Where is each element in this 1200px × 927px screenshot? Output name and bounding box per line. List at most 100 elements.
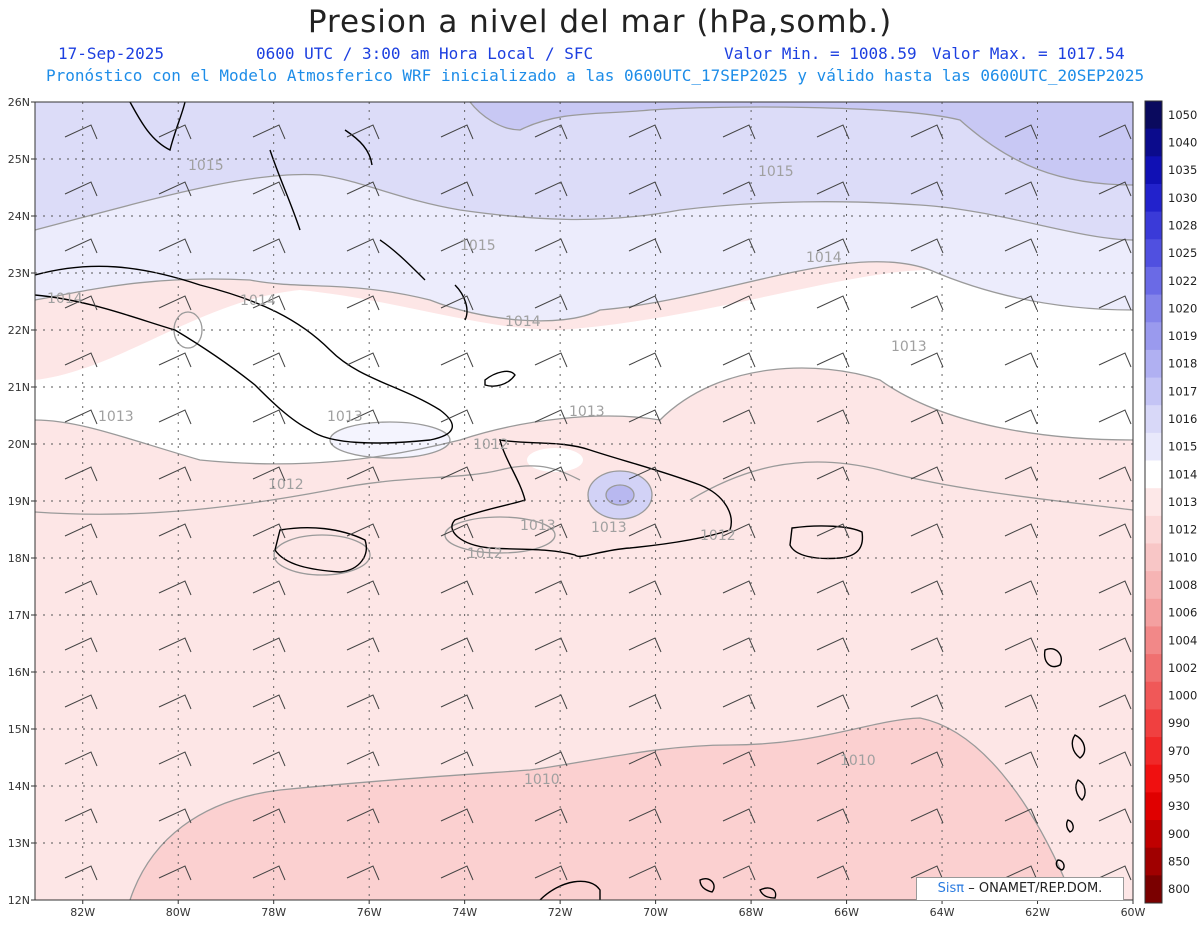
wind-barb <box>252 295 286 311</box>
wind-barb <box>628 409 662 425</box>
wind-barb <box>64 865 98 881</box>
legend-swatch <box>1145 875 1162 904</box>
wind-barb <box>816 295 850 311</box>
lon-label: 76W <box>357 906 382 919</box>
lat-label: 26N <box>8 96 30 109</box>
isobars <box>35 102 1133 900</box>
lat-label: 15N <box>8 723 30 736</box>
legend-label: 800 <box>1168 882 1190 896</box>
aruba-coast <box>699 878 715 893</box>
contour-label: 1014 <box>240 293 276 309</box>
contour-label: 1012 <box>268 477 304 493</box>
legend-swatch <box>1145 156 1162 185</box>
wind-barb <box>252 637 286 653</box>
wind-barb <box>722 865 756 881</box>
lon-label: 74W <box>452 906 477 919</box>
wind-barb <box>628 694 662 710</box>
wind-barb <box>722 751 756 767</box>
wind-barb <box>816 865 850 881</box>
wind-barb <box>1098 694 1132 710</box>
wind-barb <box>910 694 944 710</box>
wind-barb <box>816 352 850 368</box>
wind-barb <box>64 124 98 140</box>
wind-barb <box>346 295 380 311</box>
lat-label: 21N <box>8 381 30 394</box>
wind-barb <box>534 466 568 482</box>
wind-barb <box>1004 808 1038 824</box>
wind-barb <box>346 751 380 767</box>
legend-swatch <box>1145 543 1162 572</box>
wind-barb <box>534 523 568 539</box>
legend-label: 1008 <box>1168 578 1197 592</box>
wind-barb <box>158 865 192 881</box>
wind-barb <box>628 352 662 368</box>
wind-barb <box>346 580 380 596</box>
wind-barb <box>158 352 192 368</box>
wind-barb <box>816 751 850 767</box>
wind-barb <box>1098 637 1132 653</box>
wind-barb <box>440 124 474 140</box>
wind-barb <box>1004 637 1038 653</box>
wind-barb <box>1004 694 1038 710</box>
wind-barb <box>628 751 662 767</box>
pressure-shading <box>35 102 1133 900</box>
wind-barb <box>722 694 756 710</box>
wind-barb <box>64 694 98 710</box>
wind-barb <box>816 466 850 482</box>
wind-barb <box>910 409 944 425</box>
wind-barb <box>628 523 662 539</box>
wind-barb <box>252 865 286 881</box>
wind-barb <box>1098 865 1132 881</box>
wind-barb <box>534 238 568 254</box>
legend-label: 1025 <box>1168 246 1197 260</box>
contour-labels: 1015 1015 1015 1014 1014 1014 1014 1013 … <box>47 158 927 788</box>
legend-swatch <box>1145 322 1162 351</box>
wind-barb <box>1098 238 1132 254</box>
legend-label: 1017 <box>1168 384 1197 398</box>
wind-barb <box>910 865 944 881</box>
legend-swatch <box>1145 211 1162 240</box>
wind-barbs <box>64 124 1132 881</box>
wind-barb <box>158 409 192 425</box>
legend-swatch <box>1145 432 1162 462</box>
wind-barb <box>346 352 380 368</box>
wind-barb <box>1004 865 1038 881</box>
legend-label: 1006 <box>1168 606 1197 620</box>
jamaica-coast <box>274 526 367 573</box>
wind-barb <box>1098 409 1132 425</box>
wind-barb <box>158 580 192 596</box>
legend-label: 1018 <box>1168 357 1197 371</box>
longitude-axis: 82W 80W 78W 76W 74W 72W 70W 68W 66W 64W 62W 60W <box>70 900 1146 919</box>
legend-swatch <box>1145 764 1162 793</box>
map-title: Presion a nivel del mar (hPa,somb.) <box>307 4 893 40</box>
lon-label: 72W <box>548 906 573 919</box>
wind-barb <box>722 181 756 197</box>
wind-barb <box>722 124 756 140</box>
wind-barb <box>816 694 850 710</box>
lon-label: 68W <box>739 906 764 919</box>
wind-barb <box>1098 352 1132 368</box>
wind-barb <box>628 808 662 824</box>
curacao-coast <box>759 887 777 899</box>
wind-barb <box>346 694 380 710</box>
grenada-coast <box>1055 859 1065 871</box>
wind-barb <box>158 466 192 482</box>
legend-swatch <box>1145 820 1162 849</box>
legend-swatch <box>1145 101 1162 130</box>
legend-label: 1016 <box>1168 412 1197 426</box>
wind-barb <box>440 409 474 425</box>
wind-barb <box>534 637 568 653</box>
legend-label: 1020 <box>1168 301 1197 315</box>
contour-label: 1015 <box>460 238 496 254</box>
wind-barb <box>252 352 286 368</box>
wind-barb <box>722 580 756 596</box>
wind-barb <box>440 808 474 824</box>
wind-barb <box>346 238 380 254</box>
max-value: Valor Max. = 1017.54 <box>932 44 1125 63</box>
sispi-logo: Sisπ <box>937 881 965 896</box>
legend-label: 1004 <box>1168 633 1197 647</box>
legend-swatch <box>1145 571 1162 600</box>
wind-barb <box>722 295 756 311</box>
long-island-coast <box>454 284 468 321</box>
wind-barb <box>910 181 944 197</box>
